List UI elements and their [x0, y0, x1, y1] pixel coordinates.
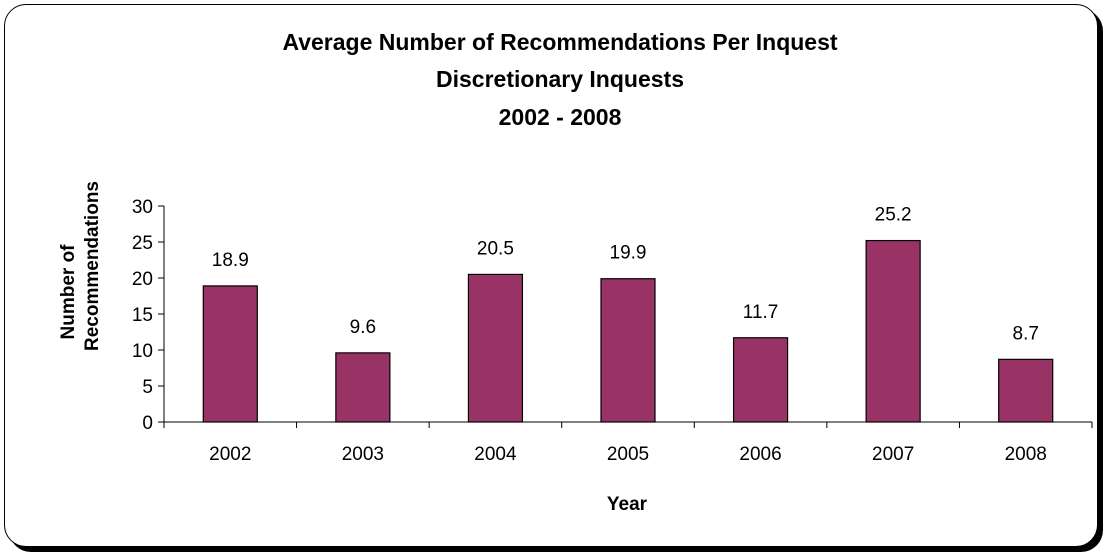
x-tick-label-2003: 2003 — [342, 444, 384, 465]
data-label-2003: 9.6 — [350, 317, 376, 338]
bar-2003 — [335, 352, 391, 423]
x-axis-title: Year — [607, 494, 648, 515]
x-tick-label-2008: 2008 — [1005, 444, 1047, 465]
y-axis-title: Number of Recommendations — [58, 181, 103, 351]
y-tick-label: 20 — [132, 269, 153, 290]
plot-area: 0 5 10 15 20 25 30 18.9 2002 9.6 2003 20.5 2004 19.9 2… — [132, 197, 1093, 465]
chart-title-line-3: 2002 - 2008 — [499, 104, 622, 130]
x-tick-label-2006: 2006 — [739, 444, 781, 465]
data-label-2007: 25.2 — [875, 205, 912, 226]
bar-2006 — [732, 337, 789, 423]
data-label-2006: 11.7 — [743, 302, 779, 323]
chart-title-line-2: Discretionary Inquests — [436, 66, 684, 92]
chart-title-line-1: Average Number of Recommendations Per In… — [282, 29, 837, 55]
bar-2008 — [998, 358, 1054, 423]
data-label-2004: 20.5 — [477, 238, 514, 259]
bar-2005 — [600, 278, 656, 423]
y-tick-label: 30 — [132, 197, 153, 218]
y-tick-label: 10 — [132, 341, 153, 362]
x-tick-label-2004: 2004 — [474, 444, 517, 465]
y-axis-title-line-1: Number of — [58, 244, 79, 340]
data-label-2002: 18.9 — [212, 250, 249, 271]
data-label-2005: 19.9 — [610, 243, 647, 264]
y-tick-label: 15 — [132, 305, 153, 326]
x-tick-label-2007: 2007 — [872, 444, 914, 465]
y-tick-label: 5 — [142, 377, 153, 398]
bar-2002 — [202, 285, 258, 423]
bar-2004 — [467, 273, 524, 423]
bar-2007 — [865, 239, 921, 423]
x-tick-label-2005: 2005 — [607, 444, 649, 465]
y-tick-label: 0 — [142, 413, 153, 434]
x-tick-label-2002: 2002 — [209, 444, 251, 465]
y-axis-title-line-2: Recommendations — [82, 181, 103, 351]
data-label-2008: 8.7 — [1013, 323, 1039, 344]
chart-title: Average Number of Recommendations Per In… — [282, 29, 837, 130]
y-tick-label: 25 — [132, 233, 153, 254]
